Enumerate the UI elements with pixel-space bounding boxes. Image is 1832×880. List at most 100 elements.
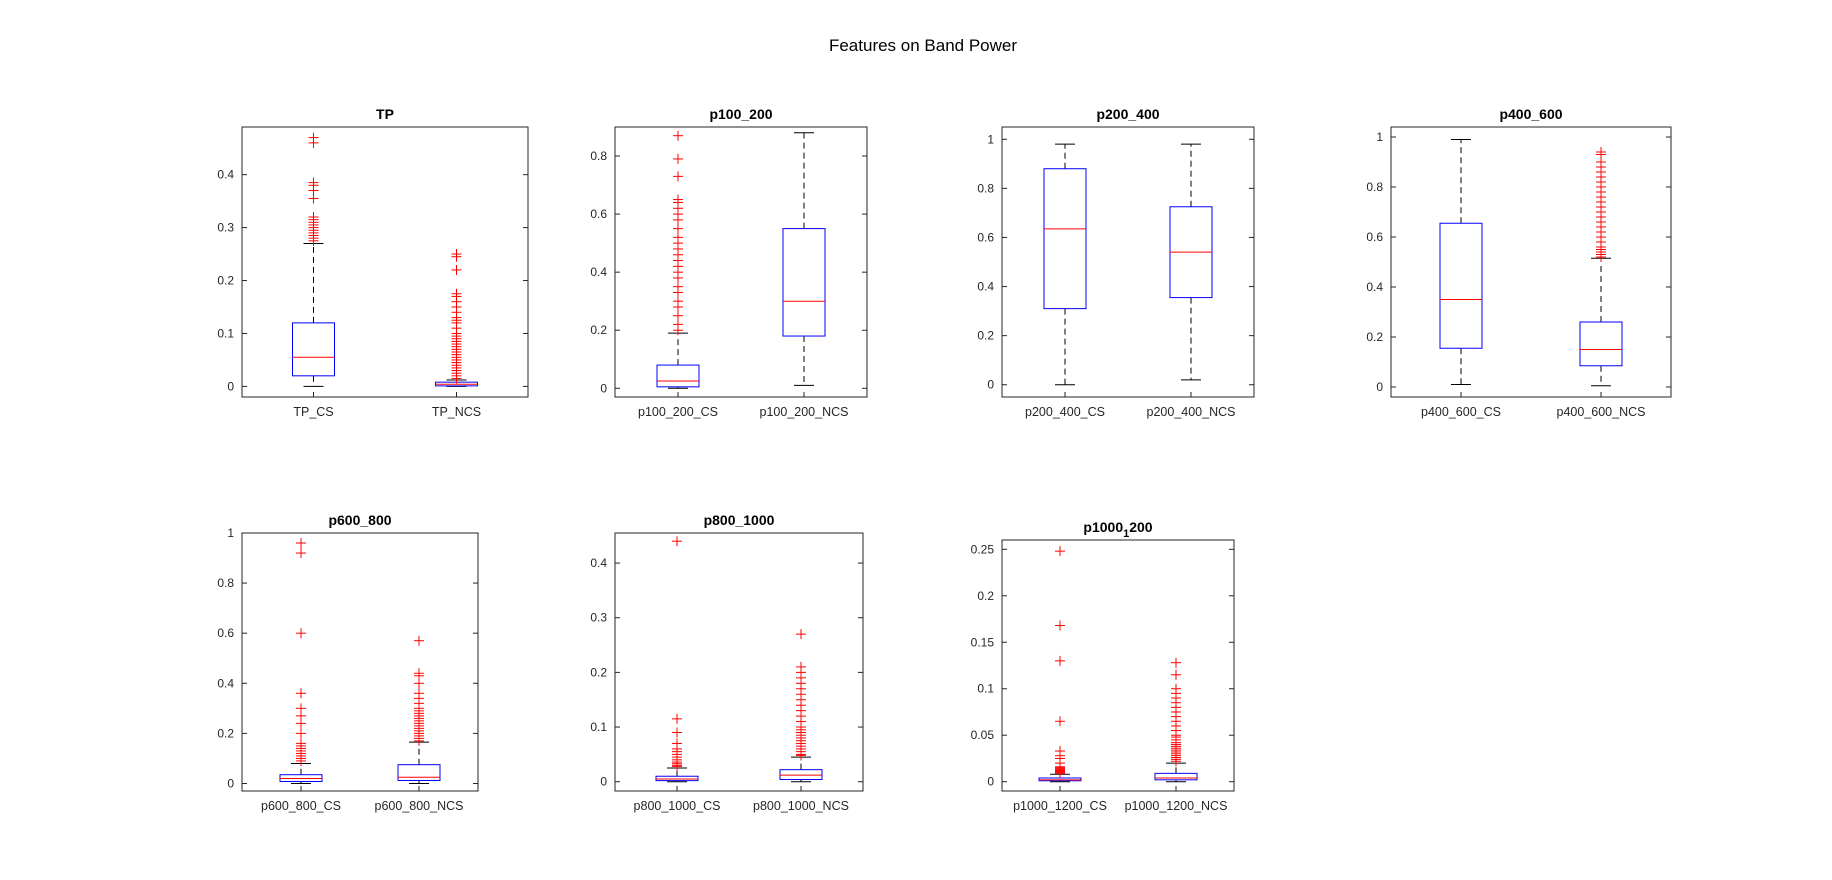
box-iqr xyxy=(1154,772,1198,781)
ytick-label: 1 xyxy=(987,132,994,146)
outlier-marker xyxy=(414,688,424,699)
outlier-marker xyxy=(1171,669,1181,680)
outlier-marker xyxy=(296,548,306,559)
outlier-marker xyxy=(296,738,306,749)
xtick-label: p400_600_CS xyxy=(1421,405,1501,419)
subplot-title: p100_200 xyxy=(709,106,772,122)
ytick-label: 0.05 xyxy=(971,728,995,742)
axes-frame xyxy=(241,126,529,398)
subplot-title: p200_400 xyxy=(1096,106,1159,122)
ytick-label: 0.2 xyxy=(217,726,234,740)
ytick-label: 1 xyxy=(227,526,234,540)
outlier-marker xyxy=(673,194,683,205)
axes-frame xyxy=(614,126,868,398)
box-iqr xyxy=(397,764,441,781)
xtick-label: p600_800_CS xyxy=(261,799,341,813)
ytick-label: 0.1 xyxy=(217,326,234,340)
outlier-marker xyxy=(672,727,682,738)
ytick-label: 0.4 xyxy=(977,280,994,294)
outlier-marker xyxy=(673,281,683,292)
box-iqr xyxy=(1043,168,1087,310)
xtick-label: p100_200_NCS xyxy=(760,405,849,419)
outlier-marker xyxy=(673,310,683,321)
outlier-marker xyxy=(1055,546,1065,557)
axes-frame xyxy=(1001,126,1255,398)
ytick-label: 0 xyxy=(1376,380,1383,394)
outlier-marker xyxy=(673,319,683,330)
ytick-label: 1 xyxy=(1376,130,1383,144)
title-main: p1000 xyxy=(1083,519,1123,535)
axes-frame xyxy=(1390,126,1672,398)
subplot-title: TP xyxy=(376,106,394,122)
outlier-marker xyxy=(296,728,306,739)
xtick-label: p600_800_NCS xyxy=(375,799,464,813)
outlier-marker xyxy=(308,177,319,188)
outlier-marker xyxy=(296,688,306,699)
figure-title: Features on Band Power xyxy=(829,36,1017,55)
ytick-label: 0.2 xyxy=(217,274,234,288)
ytick-label: 0.1 xyxy=(590,720,607,734)
ytick-label: 0.4 xyxy=(590,265,607,279)
box-iqr xyxy=(655,775,699,782)
ytick-label: 0.2 xyxy=(590,323,607,337)
ytick-label: 0.8 xyxy=(977,181,994,195)
outlier-marker xyxy=(1055,716,1065,727)
subplot-1: TP 0 0.1 0.2 0.3 0.4 TP_CS TP_NCS xyxy=(217,106,529,419)
ytick-label: 0.3 xyxy=(590,611,607,625)
subplot-title: p600_800 xyxy=(328,512,391,528)
outlier-marker xyxy=(414,635,424,646)
title-subscript: 1 xyxy=(1123,528,1129,540)
xtick-label: p1000_1200_CS xyxy=(1013,799,1107,813)
outlier-marker xyxy=(308,132,319,143)
outlier-marker xyxy=(296,538,306,549)
outlier-marker xyxy=(673,223,683,234)
box-iqr xyxy=(292,322,335,377)
outlier-marker xyxy=(1055,746,1065,757)
ytick-label: 0.15 xyxy=(971,635,995,649)
ytick-label: 0 xyxy=(227,776,234,790)
outlier-marker xyxy=(308,212,319,222)
ytick-label: 0 xyxy=(600,381,607,395)
subplot-3: p200_400 0 0.2 0.4 0.6 0.8 1 p200_400_CS p200_40… xyxy=(977,106,1255,419)
outlier-marker xyxy=(1055,620,1065,631)
subplot-title: p10001200 xyxy=(1083,519,1152,540)
subplots: TP 0 0.1 0.2 0.3 0.4 TP_CS TP_NCS p100_200 0 0.2 0.… xyxy=(217,106,1672,813)
subplot-title: p800_1000 xyxy=(704,512,775,528)
ytick-label: 0.2 xyxy=(977,589,994,603)
ytick-label: 0.4 xyxy=(590,556,607,570)
axes-frame xyxy=(614,532,864,792)
outlier-marker xyxy=(451,288,462,299)
axes-frame xyxy=(1001,539,1235,792)
xtick-label: p100_200_CS xyxy=(638,405,718,419)
outlier-marker xyxy=(296,628,306,639)
ytick-label: 0.6 xyxy=(217,626,234,640)
outlier-marker xyxy=(796,629,806,640)
outlier-marker xyxy=(1596,147,1606,157)
xtick-label: p400_600_NCS xyxy=(1557,405,1646,419)
outlier-marker xyxy=(414,668,424,679)
ytick-label: 0 xyxy=(987,378,994,392)
ytick-label: 0.3 xyxy=(217,221,234,235)
ytick-label: 0.8 xyxy=(1366,180,1383,194)
xtick-label: p1000_1200_NCS xyxy=(1125,799,1228,813)
outlier-marker xyxy=(673,232,683,243)
ytick-label: 0 xyxy=(227,379,234,393)
outlier-marker xyxy=(672,536,682,547)
ytick-label: 0.1 xyxy=(977,682,994,696)
box-iqr xyxy=(779,769,823,781)
subplot-4: p400_600 0 0.2 0.4 0.6 0.8 1 p400_600_CS p400_60… xyxy=(1366,106,1672,419)
ytick-label: 0.2 xyxy=(590,665,607,679)
ytick-label: 0.6 xyxy=(1366,230,1383,244)
subplot-6: p800_1000 0 0.1 0.2 0.3 0.4 p800_1000_CS p800_1… xyxy=(590,512,864,813)
subplot-5: p600_800 0 0.2 0.4 0.6 0.8 1 p600_800_CS p600_80… xyxy=(217,512,479,813)
xtick-label: p800_1000_CS xyxy=(634,799,721,813)
xtick-label: TP_NCS xyxy=(432,405,481,419)
outlier-marker xyxy=(673,171,683,182)
outlier-marker xyxy=(672,713,682,724)
xtick-label: p200_400_NCS xyxy=(1147,405,1236,419)
ytick-label: 0.6 xyxy=(977,230,994,244)
ytick-label: 0.8 xyxy=(590,149,607,163)
ytick-label: 0.4 xyxy=(217,676,234,690)
